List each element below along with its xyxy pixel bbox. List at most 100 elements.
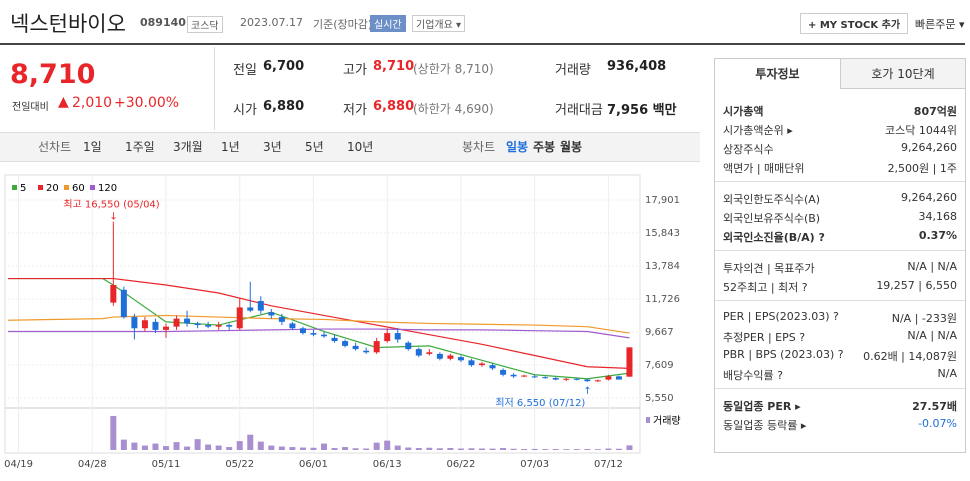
range-tab[interactable]: 3개월 [173, 140, 203, 154]
volume-bar [299, 447, 306, 450]
summary-value: 7,956 백만 [607, 103, 677, 118]
y-tick-label: 17,901 [645, 195, 680, 206]
market: 코스닥 [187, 16, 223, 33]
info-value: 2,500원 | 1주 [887, 162, 957, 175]
candle-tab[interactable]: 월봉 [560, 140, 583, 154]
summary-label: 고가 [343, 63, 367, 78]
volume-bar [605, 448, 612, 450]
candle-body [405, 342, 412, 350]
info-label: 시가총액순위 ▸ [723, 124, 793, 137]
info-row: 투자의견 | 목표주가 N/A | N/A [723, 260, 957, 276]
quickorder[interactable]: 빠른주문 ▾ [915, 18, 965, 31]
info-label: 추정PER | EPS ? [723, 331, 806, 344]
volume-bar [184, 446, 191, 450]
legend-swatch [90, 185, 95, 190]
volume-bar [500, 448, 507, 450]
range-tab[interactable]: 10년 [347, 140, 374, 154]
info-row: 배당수익률 ? N/A [723, 367, 957, 383]
volume-bar [110, 415, 117, 450]
range-tab[interactable]: 1년 [221, 140, 240, 154]
info-label: PBR | BPS (2023.03) ? [723, 348, 844, 361]
header: 넥스턴바이오 089140 코스닥 2023.07.17 기준(장마감) 실시간… [0, 0, 965, 45]
candle-body [531, 376, 538, 378]
chart-frame [4, 174, 641, 454]
panel-tab[interactable]: 투자정보 [755, 67, 800, 81]
volume-bar [468, 448, 475, 450]
candle-body [289, 323, 296, 329]
candle-body [236, 307, 243, 329]
section-divider [715, 388, 965, 389]
volume-bar [194, 439, 201, 450]
candle-body [373, 341, 380, 353]
candle-body [384, 333, 391, 342]
volume-bar [141, 445, 148, 450]
candle-body [131, 317, 138, 329]
legend-swatch [64, 185, 69, 190]
y-tick-label: 15,843 [645, 228, 680, 239]
info-value: 0.62배 | 14,087원 [863, 350, 957, 363]
summary: 전일 6,700 고가 8,710 (상한가 8,710) 거래량 936,408 시가 6,8… [214, 47, 700, 130]
volume-bar [321, 443, 327, 450]
candle-body [479, 363, 485, 366]
range-tab[interactable]: 5년 [305, 140, 324, 154]
y-tick-label: 9,667 [645, 327, 674, 338]
volume-bar [373, 442, 380, 450]
summary-label: 거래량 [555, 63, 591, 78]
summary-label: 시가 [233, 103, 257, 118]
low-label: 최저 6,550 (07/12) [495, 397, 585, 409]
high-arrow: ↓ [109, 212, 117, 223]
info-label: 동일업종 PER ▸ [723, 400, 801, 413]
info-label: 액면가 | 매매단위 [723, 162, 805, 175]
candle-body [584, 379, 591, 382]
volume-label: 거래량 [653, 415, 681, 427]
range-tab[interactable]: 3년 [263, 140, 282, 154]
candle-tab[interactable]: 주봉 [533, 140, 556, 154]
candle-body [447, 355, 454, 359]
candle-body [500, 369, 507, 375]
ma-line [7, 314, 630, 334]
date: 2023.07.17 [240, 16, 303, 29]
info-label: 상장주식수 [723, 143, 774, 156]
info-row: 시가총액 807억원 [723, 103, 957, 119]
candle-body [521, 375, 528, 377]
x-tick-label: 06/22 [447, 459, 476, 470]
panel-tab[interactable]: 호가 10단계 [840, 59, 965, 89]
mystock-button[interactable]: + MY STOCK 추가 [800, 13, 909, 34]
summary-label: 전일 [233, 63, 257, 78]
volume-bar [384, 440, 391, 450]
range-tab[interactable]: 1일 [83, 140, 102, 154]
x-tick-label: 07/03 [520, 459, 549, 470]
info-row: 상장주식수 9,264,260 [723, 141, 957, 157]
overview[interactable]: 기업개요 ▾ [412, 15, 465, 32]
volume-bar [415, 448, 422, 450]
info-value: 9,264,260 [901, 191, 957, 204]
realtime[interactable]: 실시간 [370, 15, 406, 32]
volume-bar [594, 449, 601, 450]
candle-body [573, 378, 580, 380]
info-label: 시가총액 [723, 105, 764, 118]
volume-bar [257, 441, 264, 450]
info-value: -0.07% [918, 417, 957, 430]
candle-tab: 봉차트 [462, 140, 496, 154]
info-row: 액면가 | 매매단위 2,500원 | 1주 [723, 160, 957, 176]
info-row: PBR | BPS (2023.03) ? 0.62배 | 14,087원 [723, 348, 957, 364]
candle-body [321, 334, 327, 337]
summary-value: 936,408 [607, 59, 667, 74]
y-tick-label: 5,550 [645, 393, 674, 404]
volume-bar [131, 442, 138, 450]
candle-body [215, 325, 222, 327]
candle-body [605, 376, 612, 380]
volume-bar [236, 441, 243, 450]
info-row: 시가총액순위 ▸ 코스닥 1044위 [723, 122, 957, 138]
volume-bar [615, 448, 622, 450]
volume-bar [120, 439, 127, 450]
volume-bar [457, 448, 464, 450]
basis: 기준(장마감) [313, 18, 373, 31]
candle-body [426, 352, 433, 354]
volume-bar [268, 445, 275, 450]
candle-body [247, 307, 254, 311]
candle-tab[interactable]: 일봉 [506, 140, 529, 154]
range-tab[interactable]: 1주일 [125, 140, 155, 154]
volume-bar [173, 442, 180, 450]
